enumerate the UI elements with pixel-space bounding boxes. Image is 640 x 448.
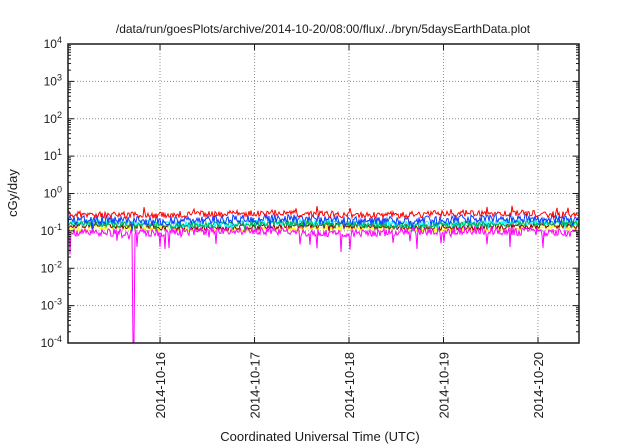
x-tick-label: 2014-10-19	[437, 352, 452, 419]
axes-and-ticks	[67, 43, 580, 344]
x-tick-label: 2014-10-16	[153, 352, 168, 419]
y-tick-label: 10-2	[41, 259, 62, 275]
y-tick-label: 102	[44, 110, 62, 126]
y-tick-label: 103	[44, 72, 62, 88]
x-tick-label: 2014-10-18	[342, 352, 357, 419]
series-line-yellow	[68, 223, 579, 234]
series-line-blue	[68, 212, 579, 232]
chart-title: /data/run/goesPlots/archive/2014-10-20/0…	[116, 22, 531, 36]
series-line-magenta	[68, 225, 579, 343]
y-tick-label: 10-1	[41, 222, 62, 238]
x-tick-label: 2014-10-20	[531, 352, 546, 419]
x-axis-label: Coordinated Universal Time (UTC)	[220, 429, 419, 444]
x-tick-label: 2014-10-17	[248, 352, 263, 419]
y-tick-label: 100	[44, 185, 62, 201]
series-line-red	[68, 205, 579, 220]
y-tick-label: 10-4	[41, 334, 62, 350]
y-tick-label: 101	[44, 147, 62, 163]
data-series	[68, 205, 579, 343]
y-tick-label: 104	[44, 35, 62, 51]
y-tick-label: 10-3	[41, 297, 62, 313]
tick-labels: 104 103 102 101 100 10-1 10-2 10-3 10-4 2014-10-1…	[41, 35, 546, 419]
grid-lines	[68, 44, 579, 343]
y-axis-label: cGy/day	[5, 169, 20, 217]
series-line-green	[68, 218, 579, 232]
